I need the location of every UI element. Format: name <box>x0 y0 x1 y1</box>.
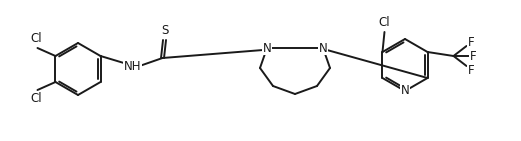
Text: Cl: Cl <box>379 16 390 29</box>
Text: N: N <box>263 41 271 55</box>
Text: Cl: Cl <box>31 92 42 105</box>
Text: F: F <box>470 49 477 62</box>
Text: Cl: Cl <box>31 32 42 46</box>
Text: F: F <box>468 63 475 77</box>
Text: S: S <box>161 25 168 38</box>
Text: N: N <box>319 41 327 55</box>
Text: NH: NH <box>124 60 141 72</box>
Text: N: N <box>401 84 410 97</box>
Text: F: F <box>468 36 475 49</box>
